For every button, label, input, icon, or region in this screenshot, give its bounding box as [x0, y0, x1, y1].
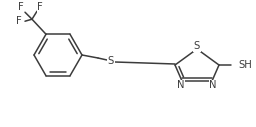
Text: S: S — [108, 56, 114, 66]
Text: N: N — [177, 80, 185, 90]
Text: N: N — [209, 80, 217, 90]
Text: F: F — [16, 16, 22, 26]
Text: S: S — [194, 41, 200, 51]
Text: SH: SH — [238, 60, 252, 70]
Text: F: F — [18, 2, 24, 12]
Text: F: F — [37, 2, 43, 12]
